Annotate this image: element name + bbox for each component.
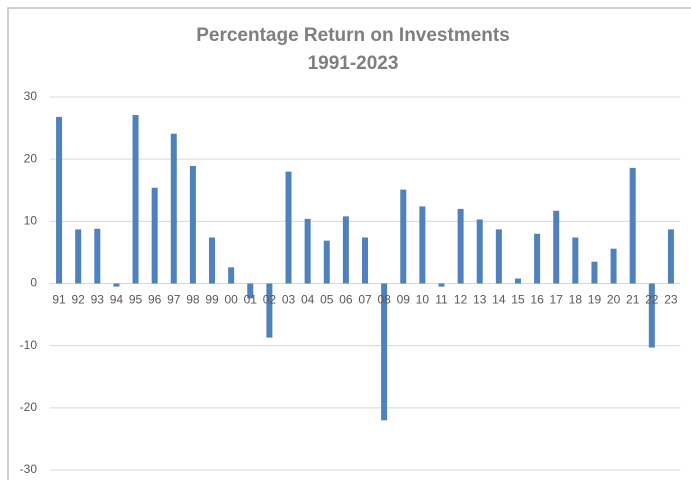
x-tick-label: 01	[244, 293, 258, 307]
bar	[170, 133, 177, 284]
bar	[572, 237, 579, 284]
bar	[438, 283, 445, 287]
x-tick-label: 11	[435, 293, 448, 307]
bar	[534, 233, 541, 284]
bar	[514, 278, 521, 284]
x-tick-label: 22	[645, 293, 659, 307]
y-tick-label: -30	[20, 462, 38, 476]
bar	[132, 115, 139, 284]
bar	[304, 218, 311, 284]
x-tick-label: 02	[263, 293, 277, 307]
y-tick-label: -10	[20, 338, 38, 352]
bar	[56, 116, 63, 284]
x-tick-label: 10	[416, 293, 430, 307]
y-tick-label: 30	[24, 89, 38, 103]
bar	[189, 166, 196, 284]
bar	[419, 206, 426, 284]
bar	[553, 210, 560, 284]
x-tick-label: 95	[129, 293, 143, 307]
y-tick-label: 20	[24, 151, 38, 165]
x-tick-label: 04	[301, 293, 315, 307]
bar	[151, 187, 158, 284]
bar	[457, 208, 464, 284]
bar	[591, 261, 598, 284]
y-tick-label: 0	[30, 276, 37, 290]
x-tick-label: 18	[569, 293, 583, 307]
y-tick-label: -20	[20, 400, 38, 414]
x-tick-label: 08	[377, 293, 391, 307]
x-tick-label: 23	[664, 293, 678, 307]
x-tick-label: 20	[607, 293, 621, 307]
bar	[667, 229, 674, 284]
bar	[228, 267, 235, 284]
x-tick-label: 06	[339, 293, 353, 307]
x-tick-label: 21	[626, 293, 640, 307]
bar	[362, 237, 368, 284]
x-tick-label: 94	[110, 293, 124, 307]
x-tick-label: 15	[511, 293, 525, 307]
x-tick-label: 09	[397, 293, 411, 307]
x-tick-label: 00	[224, 293, 238, 307]
bar	[629, 167, 636, 284]
x-tick-label: 13	[473, 293, 487, 307]
x-tick-label: 07	[358, 293, 372, 307]
bar	[285, 171, 292, 284]
x-tick-label: 14	[492, 293, 506, 307]
y-tick-label: 10	[24, 214, 38, 228]
bar	[94, 228, 101, 284]
bar	[342, 216, 349, 284]
bar	[476, 219, 483, 284]
bar	[323, 240, 330, 284]
bar	[266, 283, 273, 338]
bar	[247, 283, 254, 299]
bar	[495, 229, 502, 284]
x-tick-label: 91	[52, 293, 66, 307]
bar	[381, 283, 388, 421]
chart-subtitle: 1991-2023	[308, 53, 399, 74]
bar	[648, 283, 655, 348]
x-tick-label: 19	[588, 293, 602, 307]
x-tick-label: 17	[550, 293, 564, 307]
x-tick-label: 96	[148, 293, 162, 307]
x-tick-label: 05	[320, 293, 334, 307]
bar	[75, 229, 82, 284]
chart-frame	[7, 7, 691, 480]
bar	[209, 237, 216, 284]
bar	[400, 189, 407, 284]
bar	[113, 283, 120, 287]
x-tick-label: 97	[167, 293, 181, 307]
x-tick-label: 99	[205, 293, 219, 307]
x-tick-label: 98	[186, 293, 200, 307]
x-tick-label: 93	[91, 293, 105, 307]
x-tick-label: 12	[454, 293, 468, 307]
bar	[610, 248, 617, 284]
x-tick-label: 16	[530, 293, 544, 307]
x-tick-label: 03	[282, 293, 296, 307]
chart-title: Percentage Return on Investments	[196, 25, 510, 46]
x-tick-label: 92	[72, 293, 86, 307]
